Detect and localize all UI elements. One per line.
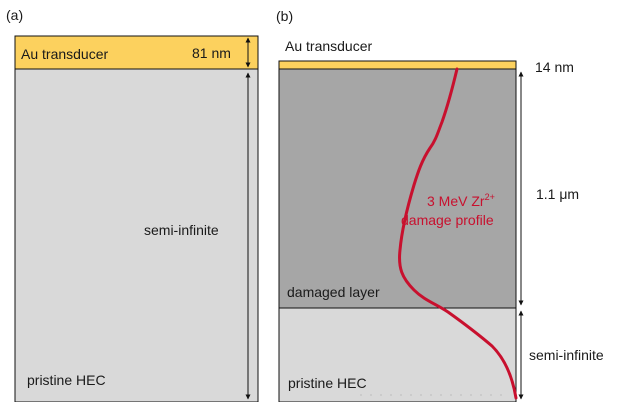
panel-b-damaged-label: damaged layer (287, 284, 380, 300)
panel-a-transducer-label: Au transducer (21, 46, 109, 62)
panel-a-transducer-thickness: 81 nm (192, 45, 231, 61)
damage-profile-label-line1: 3 MeV Zr2+ (427, 192, 495, 209)
panel-b-damaged-layer (278, 68, 517, 309)
panel-b-label: (b) (276, 8, 294, 24)
panel-b-transducer-label: Au transducer (285, 38, 373, 54)
panel-b-au-transducer-layer (278, 60, 517, 70)
panel-a-label: (a) (6, 7, 24, 23)
damage-profile-curve (398, 67, 518, 400)
panel-a-au-transducer-layer (14, 35, 259, 70)
damage-profile-label-line2: damage profile (401, 212, 494, 228)
panel-b-substrate-label: pristine HEC (288, 375, 367, 391)
panel-b-transducer-thickness: 14 nm (535, 59, 574, 75)
panel-b-substrate-thickness: semi-infinite (529, 347, 604, 363)
damage-profile-charge: 2+ (484, 192, 495, 202)
panel-b-damaged-thickness: 1.1 μm (536, 186, 580, 202)
panel-a-pristine-layer (14, 68, 259, 402)
panel-a-substrate-thickness: semi-infinite (144, 222, 219, 238)
panel-b-pristine-layer (278, 307, 517, 402)
panel-a-substrate-label: pristine HEC (27, 372, 106, 388)
